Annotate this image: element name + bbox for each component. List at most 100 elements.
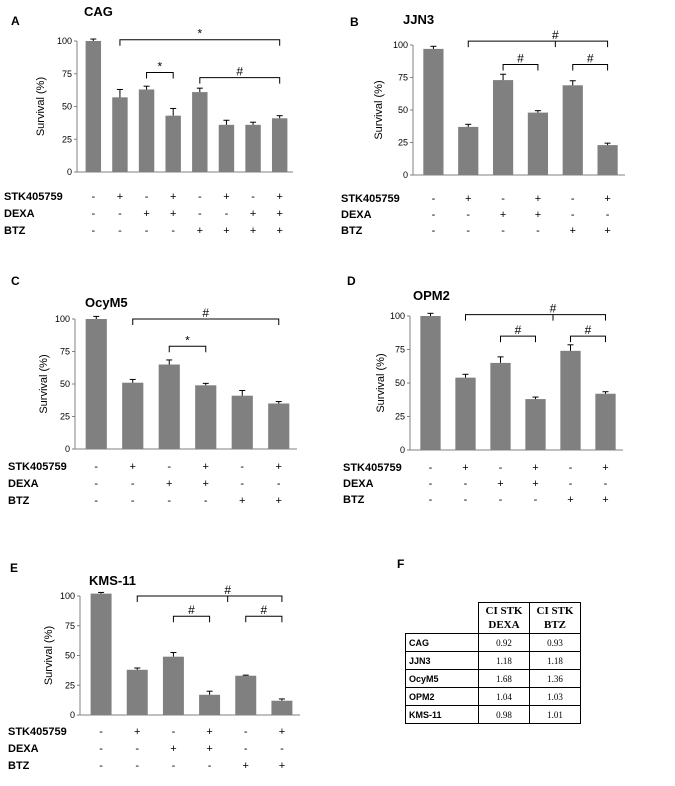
treatment-sign: - [198,191,202,203]
treatment-sign: - [501,225,505,237]
y-tick-label: 75 [60,347,70,357]
treatment-sign: + [206,743,212,755]
row-cell-line: OPM2 [405,687,479,706]
chart-title: OPM2 [413,288,450,303]
treatment-sign: - [99,726,103,738]
bar [231,395,253,449]
treatment-row-label-dexa: DEXA [8,478,39,490]
bar [85,41,102,172]
table-row: JJN3 1.18 1.18 [405,651,581,670]
significance-bracket [168,345,207,353]
treatment-sign: + [239,495,245,507]
treatment-row-label-dexa: DEXA [341,209,372,221]
treatment-sign: + [250,225,256,237]
significance-bracket [172,615,211,623]
bar [158,364,180,449]
significance-bracket [467,40,609,48]
treatment-sign: - [94,478,98,490]
bar [192,92,208,172]
treatment-sign: - [280,743,284,755]
significance-mark: # [224,583,231,597]
treatment-sign: - [118,225,122,237]
significance-bracket [465,314,606,321]
treatment-sign: - [131,478,135,490]
treatment-sign: - [135,743,139,755]
treatment-sign: + [203,478,209,490]
treatment-sign: + [170,191,176,203]
significance-mark: # [260,603,267,617]
treatment-row-label-stk: STK405759 [343,462,402,474]
header-ci-stk-dexa-line1: CI STK [485,605,523,617]
y-tick-label: 50 [62,102,72,112]
row-cell-line: CAG [405,633,479,652]
bar [112,97,128,172]
y-tick-label: 75 [65,621,75,631]
treatment-sign: - [604,478,608,490]
y-tick-label: 50 [398,105,408,115]
treatment-sign: - [91,208,95,220]
chart-title: JJN3 [403,12,434,27]
treatment-sign: - [244,726,248,738]
y-tick-label: 25 [65,680,75,690]
treatment-sign: - [432,209,436,221]
treatment-sign: - [204,495,208,507]
treatment-row-label-btz: BTZ [341,225,363,237]
bar [597,145,618,175]
treatment-sign: - [536,225,540,237]
treatment-sign: + [535,193,541,205]
treatment-sign: + [602,462,608,474]
y-axis-label: Survival (%) [373,80,385,139]
treatment-sign: - [606,209,610,221]
treatment-sign: - [172,760,176,772]
row-ci-dexa: 0.98 [478,705,530,724]
treatment-sign: + [223,191,229,203]
significance-bracket [119,39,281,46]
treatment-row-label-btz: BTZ [4,225,26,237]
treatment-sign: + [465,193,471,205]
treatment-sign: - [571,193,575,205]
bar [455,377,476,450]
y-tick-label: 75 [62,69,72,79]
treatment-sign: + [170,743,176,755]
treatment-sign: + [166,478,172,490]
treatment-sign: + [143,208,149,220]
y-tick-label: 25 [60,412,70,422]
treatment-sign: - [569,462,573,474]
treatment-sign: - [429,478,433,490]
y-tick-label: 25 [395,412,405,422]
treatment-sign: - [499,462,503,474]
treatment-sign: - [171,225,175,237]
table-row: OPM2 1.04 1.03 [405,687,581,706]
treatment-sign: - [240,478,244,490]
treatment-sign: + [500,209,506,221]
treatment-sign: + [532,462,538,474]
y-tick-label: 0 [403,170,408,180]
y-tick-label: 100 [390,311,405,321]
treatment-sign: - [145,225,149,237]
treatment-row-label-btz: BTZ [343,494,365,506]
significance-bracket [199,77,281,84]
y-tick-label: 0 [400,445,405,455]
bar [126,669,148,715]
treatment-sign: - [135,760,139,772]
significance-mark: # [585,323,592,337]
treatment-row-label-btz: BTZ [8,495,30,507]
row-cell-line: JJN3 [405,651,479,670]
significance-bracket [136,595,283,602]
bar [271,118,288,172]
header-ci-stk-btz-line2: BTZ [543,619,566,631]
treatment-sign: + [206,726,212,738]
treatment-sign: - [277,478,281,490]
treatment-sign: + [279,760,285,772]
bar [85,319,107,449]
treatment-sign: + [134,726,140,738]
treatment-sign: - [145,191,149,203]
y-tick-label: 0 [70,710,75,720]
treatment-sign: - [99,743,103,755]
bar [195,385,217,449]
treatment-sign: + [604,225,610,237]
significance-bracket [570,335,606,343]
treatment-sign: - [91,225,95,237]
treatment-row-label-dexa: DEXA [4,208,35,220]
